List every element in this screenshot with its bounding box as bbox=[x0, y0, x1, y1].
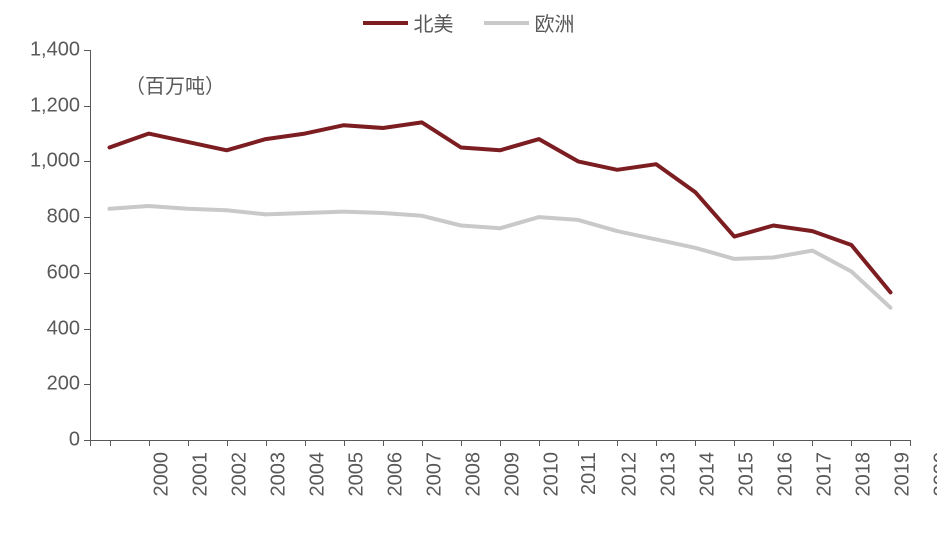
x-tick-mark-edge bbox=[910, 440, 911, 446]
y-tick-mark bbox=[84, 217, 90, 218]
line-europe bbox=[110, 206, 891, 308]
x-tick-mark bbox=[422, 440, 423, 446]
legend-item-europe: 欧洲 bbox=[484, 8, 575, 37]
y-tick-mark bbox=[84, 106, 90, 107]
legend-item-north-america: 北美 bbox=[363, 8, 454, 37]
x-tick-label: 2013 bbox=[658, 452, 681, 497]
x-tick-mark bbox=[812, 440, 813, 446]
x-tick-label: 2001 bbox=[189, 452, 212, 497]
x-tick-mark bbox=[734, 440, 735, 446]
x-tick-label: 2017 bbox=[814, 452, 837, 497]
x-tick-mark bbox=[149, 440, 150, 446]
y-tick-mark bbox=[84, 161, 90, 162]
x-tick-mark bbox=[695, 440, 696, 446]
x-tick-label: 2006 bbox=[384, 452, 407, 497]
y-tick-label: 0 bbox=[4, 429, 80, 452]
plot-area bbox=[90, 50, 910, 440]
chart-lines-svg bbox=[90, 50, 910, 440]
y-tick-mark bbox=[84, 273, 90, 274]
legend-label-north-america: 北美 bbox=[414, 8, 454, 37]
y-tick-mark bbox=[84, 50, 90, 51]
x-tick-label: 2010 bbox=[541, 452, 564, 497]
y-tick-label: 600 bbox=[4, 261, 80, 284]
x-tick-mark bbox=[890, 440, 891, 446]
x-tick-mark bbox=[110, 440, 111, 446]
x-tick-label: 2003 bbox=[267, 452, 290, 497]
x-tick-mark bbox=[500, 440, 501, 446]
x-tick-label: 2015 bbox=[736, 452, 759, 497]
x-tick-mark-edge bbox=[90, 440, 91, 446]
x-tick-mark bbox=[617, 440, 618, 446]
x-tick-label: 2009 bbox=[501, 452, 524, 497]
x-tick-mark bbox=[383, 440, 384, 446]
x-tick-label: 2004 bbox=[306, 452, 329, 497]
x-tick-label: 2002 bbox=[228, 452, 251, 497]
x-tick-mark bbox=[266, 440, 267, 446]
y-tick-label: 400 bbox=[4, 317, 80, 340]
x-tick-mark bbox=[851, 440, 852, 446]
x-tick-mark bbox=[188, 440, 189, 446]
x-tick-mark bbox=[461, 440, 462, 446]
x-tick-label: 2011 bbox=[578, 452, 601, 495]
x-tick-label: 2007 bbox=[423, 452, 446, 497]
y-tick-label: 800 bbox=[4, 206, 80, 229]
x-tick-label: 2016 bbox=[775, 452, 798, 497]
x-tick-mark bbox=[773, 440, 774, 446]
x-tick-label: 2005 bbox=[345, 452, 368, 497]
y-tick-mark bbox=[84, 384, 90, 385]
x-tick-mark bbox=[578, 440, 579, 446]
y-tick-label: 1,000 bbox=[4, 150, 80, 173]
x-tick-label: 2019 bbox=[892, 452, 915, 497]
chart-container: 北美 欧洲 （百万吨） 02004006008001,0001,2001,400… bbox=[0, 0, 937, 536]
line-north-america bbox=[110, 122, 891, 292]
y-tick-mark bbox=[84, 329, 90, 330]
x-tick-label: 2020 bbox=[931, 452, 937, 497]
legend-label-europe: 欧洲 bbox=[535, 8, 575, 37]
x-tick-mark bbox=[656, 440, 657, 446]
legend: 北美 欧洲 bbox=[0, 8, 937, 37]
x-tick-label: 2018 bbox=[853, 452, 876, 497]
x-tick-label: 2000 bbox=[150, 452, 173, 497]
x-tick-mark bbox=[305, 440, 306, 446]
y-tick-label: 1,400 bbox=[4, 39, 80, 62]
x-tick-mark bbox=[227, 440, 228, 446]
x-axis-labels: 2000 2001 2002 2003 2004 2005 2006 2007 2008 2009… bbox=[90, 448, 910, 538]
x-tick-label: 2014 bbox=[697, 452, 720, 497]
y-tick-label: 1,200 bbox=[4, 94, 80, 117]
x-tick-mark bbox=[539, 440, 540, 446]
x-tick-label: 2008 bbox=[462, 452, 485, 497]
x-tick-mark bbox=[344, 440, 345, 446]
x-tick-label: 2012 bbox=[619, 452, 642, 497]
y-axis-labels: 02004006008001,0001,2001,400 bbox=[0, 50, 80, 440]
y-tick-label: 200 bbox=[4, 373, 80, 396]
legend-swatch-europe bbox=[484, 21, 529, 25]
legend-swatch-north-america bbox=[363, 21, 408, 25]
